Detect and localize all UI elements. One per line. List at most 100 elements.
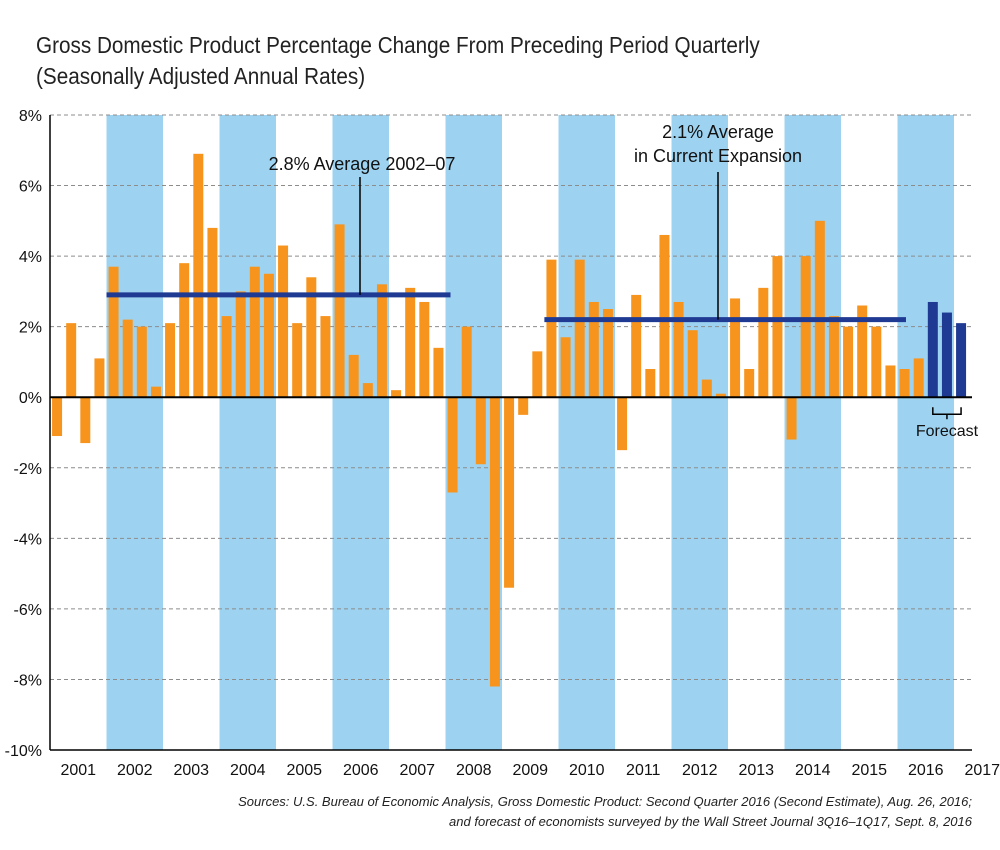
gdp-bar-41 bbox=[631, 294, 642, 398]
gdp-bar-24 bbox=[391, 390, 402, 398]
gdp-bar-31 bbox=[489, 397, 500, 687]
year-band-2002 bbox=[106, 115, 163, 750]
gdp-bar-8 bbox=[165, 323, 176, 398]
axes bbox=[49, 115, 972, 751]
gdp-bar-26 bbox=[419, 301, 430, 398]
x-tick-label-2005: 2005 bbox=[286, 762, 322, 779]
y-tick-label: -2% bbox=[14, 461, 42, 478]
forecast-bar-64 bbox=[956, 323, 967, 398]
gdp-bar-15 bbox=[263, 273, 274, 398]
year-band-2004 bbox=[219, 115, 276, 750]
average-lines bbox=[106, 292, 906, 323]
annotations: 2.8% Average 2002–07 2.1% Average in Curre… bbox=[269, 122, 979, 440]
gdp-bar-60 bbox=[899, 369, 910, 398]
gdp-bar-33 bbox=[518, 397, 529, 415]
gdp-bar-55 bbox=[828, 316, 839, 398]
gdp-bar-27 bbox=[433, 347, 444, 398]
gdp-bar-21 bbox=[348, 354, 359, 398]
gdp-bar-28 bbox=[447, 397, 458, 493]
gdp-bar-2 bbox=[80, 397, 91, 444]
gdp-bar-52 bbox=[786, 397, 797, 440]
x-tick-label-2009: 2009 bbox=[512, 762, 548, 779]
y-tick-label: 6% bbox=[19, 179, 42, 196]
average-label-current-line-1: 2.1% Average bbox=[662, 122, 774, 142]
source-line-2: and forecast of economists surveyed by t… bbox=[449, 814, 972, 829]
x-tick-label-2010: 2010 bbox=[569, 762, 605, 779]
gdp-bar-13 bbox=[235, 291, 246, 398]
gdp-bar-47 bbox=[715, 393, 726, 398]
average-label-current-line-2: in Current Expansion bbox=[634, 146, 802, 166]
gdp-bar-14 bbox=[249, 266, 260, 398]
gdp-bar-37 bbox=[574, 259, 585, 398]
gdp-bar-42 bbox=[645, 369, 656, 398]
gdp-bar-0 bbox=[52, 397, 63, 437]
x-tick-label-2003: 2003 bbox=[173, 762, 209, 779]
x-tick-label-2007: 2007 bbox=[399, 762, 435, 779]
x-tick-label-2001: 2001 bbox=[60, 762, 96, 779]
gdp-bar-19 bbox=[320, 316, 331, 398]
x-tick-label-2015: 2015 bbox=[851, 762, 887, 779]
gdp-bar-39 bbox=[602, 309, 613, 398]
gdp-bar-49 bbox=[744, 369, 755, 398]
gdp-bar-53 bbox=[800, 256, 811, 398]
chart-title-line-1: Gross Domestic Product Percentage Change… bbox=[36, 32, 760, 58]
gdp-bar-61 bbox=[913, 358, 924, 398]
year-band-2010 bbox=[558, 115, 615, 750]
source-line-1: Sources: U.S. Bureau of Economic Analysi… bbox=[238, 794, 972, 809]
x-tick-label-2016: 2016 bbox=[908, 762, 944, 779]
gdp-bar-25 bbox=[405, 287, 416, 398]
y-tick-label: 2% bbox=[19, 320, 42, 337]
x-tick-label-2014: 2014 bbox=[795, 762, 831, 779]
gdp-bar-40 bbox=[617, 397, 628, 451]
gdp-bar-4 bbox=[108, 266, 119, 398]
forecast-label: Forecast bbox=[916, 423, 979, 440]
x-tick-label-2017: 2017 bbox=[964, 762, 1000, 779]
gdp-bar-51 bbox=[772, 256, 783, 398]
gdp-bar-38 bbox=[588, 301, 599, 398]
x-tick-label-2008: 2008 bbox=[456, 762, 492, 779]
gdp-bar-54 bbox=[814, 220, 825, 398]
y-tick-label: 0% bbox=[19, 390, 42, 407]
year-bands bbox=[106, 115, 954, 750]
forecast-bar-62 bbox=[927, 301, 938, 398]
gdp-bar-23 bbox=[376, 284, 387, 398]
y-tick-label: -4% bbox=[14, 531, 42, 548]
x-tick-label-2002: 2002 bbox=[117, 762, 153, 779]
gdp-bar-1 bbox=[66, 323, 77, 398]
gdp-bar-18 bbox=[306, 277, 317, 398]
gdp-bar-59 bbox=[885, 365, 896, 398]
y-tick-label: 8% bbox=[19, 108, 42, 125]
gdp-bar-34 bbox=[532, 351, 543, 398]
chart-title: Gross Domestic Product Percentage Change… bbox=[36, 30, 882, 92]
year-band-2012 bbox=[671, 115, 728, 750]
x-tick-label-2004: 2004 bbox=[230, 762, 266, 779]
bars bbox=[52, 153, 967, 687]
x-tick-label-2012: 2012 bbox=[682, 762, 718, 779]
gdp-bar-12 bbox=[221, 316, 232, 398]
gdp-bar-5 bbox=[122, 319, 133, 398]
gdp-bar-43 bbox=[659, 234, 670, 398]
gdp-bar-36 bbox=[560, 337, 571, 398]
gdp-bar-7 bbox=[150, 386, 161, 398]
gdp-bar-44 bbox=[673, 301, 684, 398]
y-tick-label: -8% bbox=[14, 672, 42, 689]
forecast-bar-63 bbox=[941, 312, 952, 398]
gdp-bar-6 bbox=[136, 326, 147, 398]
gdp-bar-11 bbox=[207, 227, 218, 398]
gdp-bar-48 bbox=[730, 298, 741, 398]
gdp-bar-58 bbox=[871, 326, 882, 398]
x-tick-label-2006: 2006 bbox=[343, 762, 379, 779]
gdp-bar-16 bbox=[278, 245, 289, 398]
y-tick-label: -6% bbox=[14, 602, 42, 619]
gdp-bar-30 bbox=[475, 397, 486, 465]
gdp-bar-50 bbox=[758, 287, 769, 398]
x-tick-label-2013: 2013 bbox=[738, 762, 774, 779]
y-tick-label: 4% bbox=[19, 249, 42, 266]
gdp-bar-17 bbox=[292, 323, 303, 398]
gdp-bar-56 bbox=[843, 326, 854, 398]
gdp-bar-32 bbox=[504, 397, 515, 588]
x-tick-label-2011: 2011 bbox=[626, 762, 661, 779]
source-note: Sources: U.S. Bureau of Economic Analysi… bbox=[72, 792, 972, 832]
year-band-2016 bbox=[897, 115, 954, 750]
